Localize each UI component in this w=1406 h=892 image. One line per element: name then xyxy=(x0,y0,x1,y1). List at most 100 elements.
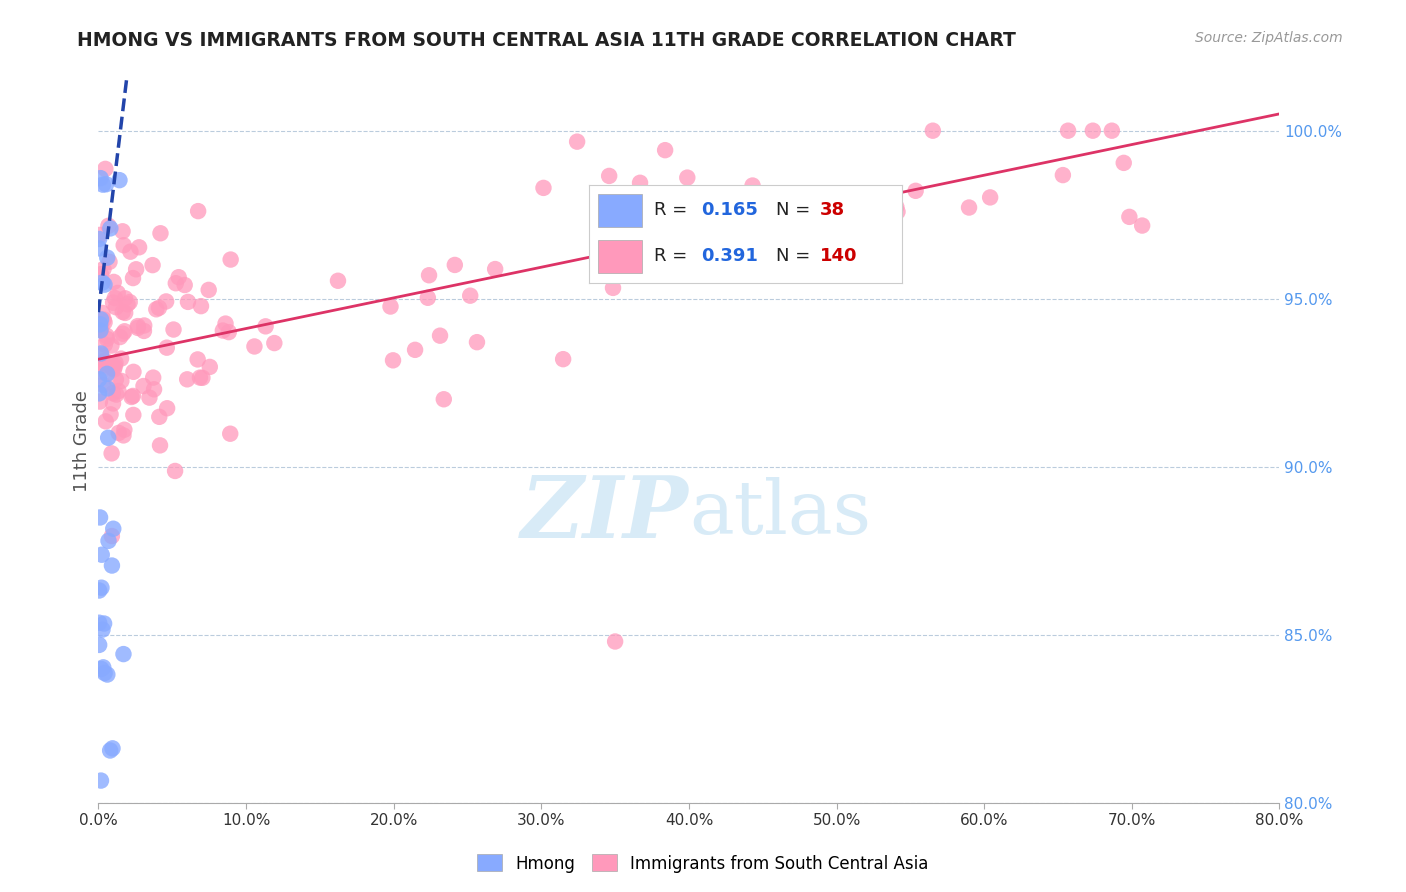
Point xyxy=(605,634,627,648)
Point xyxy=(484,262,506,277)
Point xyxy=(142,258,165,272)
Point xyxy=(219,252,242,267)
Point xyxy=(89,386,111,401)
Point xyxy=(187,204,209,219)
Point xyxy=(90,346,112,360)
Point xyxy=(89,394,111,409)
Point xyxy=(155,294,177,309)
Point xyxy=(89,323,111,337)
Point xyxy=(416,291,439,305)
Point xyxy=(110,351,132,366)
Point xyxy=(100,338,122,352)
Point xyxy=(91,178,114,192)
Point xyxy=(100,359,122,373)
Point xyxy=(101,558,124,573)
Point xyxy=(96,332,118,346)
Point xyxy=(100,446,122,460)
Point xyxy=(112,238,135,252)
Point xyxy=(921,124,943,138)
Point xyxy=(173,278,195,293)
Point xyxy=(104,372,127,386)
Point xyxy=(101,741,124,756)
Point xyxy=(111,326,134,341)
Y-axis label: 11th Grade: 11th Grade xyxy=(73,391,91,492)
Point xyxy=(90,548,112,562)
Point xyxy=(112,428,135,442)
Point xyxy=(90,365,112,379)
Point xyxy=(118,295,141,310)
Point xyxy=(94,161,117,176)
Point xyxy=(628,176,651,190)
Text: HMONG VS IMMIGRANTS FROM SOUTH CENTRAL ASIA 11TH GRADE CORRELATION CHART: HMONG VS IMMIGRANTS FROM SOUTH CENTRAL A… xyxy=(77,31,1017,50)
Point xyxy=(188,370,211,384)
Point xyxy=(93,312,115,326)
Point xyxy=(111,305,134,319)
Point xyxy=(90,171,112,186)
Point xyxy=(94,414,117,428)
Point xyxy=(127,319,149,334)
Point xyxy=(101,295,124,310)
Point xyxy=(745,267,768,281)
Point xyxy=(104,300,127,314)
Point xyxy=(156,401,179,416)
Point xyxy=(458,288,481,302)
Point xyxy=(97,431,120,445)
Point xyxy=(326,274,349,288)
Point xyxy=(107,285,129,300)
Point xyxy=(93,666,115,681)
Point xyxy=(443,258,465,272)
Point xyxy=(162,322,184,336)
Point xyxy=(142,370,165,384)
Point xyxy=(90,581,112,595)
Point xyxy=(553,352,575,367)
Point xyxy=(145,302,167,317)
Point xyxy=(108,173,131,187)
Point xyxy=(148,409,170,424)
Point xyxy=(254,319,277,334)
Point xyxy=(790,233,813,247)
Point xyxy=(602,281,624,295)
Point xyxy=(121,390,143,404)
Point xyxy=(100,408,122,422)
Point xyxy=(128,240,150,254)
Point xyxy=(98,221,121,235)
Point xyxy=(122,408,145,422)
Point xyxy=(114,291,136,305)
Point xyxy=(156,341,179,355)
Point xyxy=(101,386,124,401)
Point xyxy=(167,270,190,285)
Point xyxy=(93,262,115,277)
Point xyxy=(132,324,155,338)
Point xyxy=(117,297,139,311)
Point xyxy=(98,743,121,757)
Point xyxy=(1052,168,1074,182)
Point xyxy=(598,169,620,183)
Point xyxy=(107,425,129,440)
Point xyxy=(96,367,118,381)
Point xyxy=(382,353,405,368)
Point xyxy=(90,348,112,362)
Point xyxy=(90,662,112,676)
Point xyxy=(89,232,111,246)
Point xyxy=(187,352,209,367)
Point xyxy=(110,374,132,388)
Point xyxy=(565,135,588,149)
Point xyxy=(198,359,221,374)
Point xyxy=(404,343,426,357)
Point xyxy=(176,372,198,386)
Point xyxy=(96,251,118,265)
Point xyxy=(138,391,160,405)
Point xyxy=(103,275,125,289)
Point xyxy=(676,170,699,185)
Point xyxy=(101,360,124,375)
Point xyxy=(104,359,127,373)
Point xyxy=(89,583,111,598)
Point xyxy=(104,356,127,370)
Point xyxy=(165,277,187,291)
Point xyxy=(122,271,145,285)
Point xyxy=(429,328,451,343)
Point xyxy=(89,372,111,386)
Point xyxy=(1057,124,1080,138)
Point xyxy=(90,356,112,370)
Point xyxy=(190,299,212,313)
